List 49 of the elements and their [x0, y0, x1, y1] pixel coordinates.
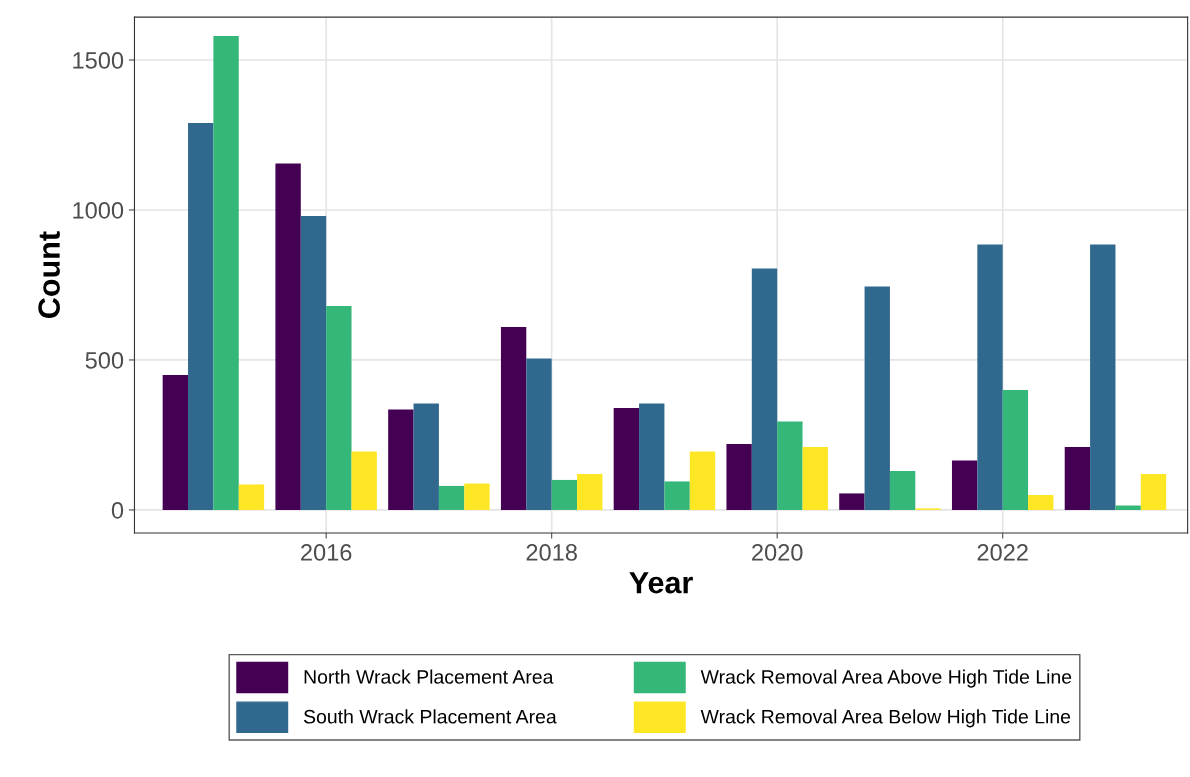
- x-tick-label: 2022: [977, 544, 1028, 561]
- y-tick-label: 0: [111, 501, 124, 519]
- bar: [188, 122, 214, 510]
- x-tick-label: 2018: [526, 544, 577, 561]
- x-tick-label: 2020: [752, 544, 803, 561]
- bar: [802, 446, 828, 510]
- bar: [388, 409, 414, 510]
- y-tick-label: 1500: [73, 52, 124, 69]
- x-tick-label: 2016: [301, 544, 352, 561]
- x-axis-title: Year: [629, 572, 693, 594]
- legend-label: North Wrack Placement Area: [304, 669, 554, 684]
- bar: [1090, 244, 1116, 510]
- bar: [839, 493, 865, 510]
- bar: [977, 244, 1003, 510]
- bar: [526, 358, 552, 510]
- bar: [777, 421, 803, 510]
- bar: [726, 443, 752, 510]
- bar: [238, 484, 265, 510]
- bar: [613, 407, 640, 510]
- bar: [162, 374, 189, 510]
- bar: [1064, 446, 1091, 510]
- bar: [213, 35, 239, 510]
- bar: [413, 403, 439, 510]
- bar: [500, 326, 527, 510]
- bar: [689, 451, 716, 510]
- legend-label: Wrack Removal Area Above High Tide Line: [700, 669, 1072, 688]
- bar: [664, 481, 690, 510]
- bar: [1140, 473, 1167, 510]
- y-tick-label: 500: [85, 352, 124, 369]
- y-tick-label: 1000: [73, 202, 124, 219]
- bar: [464, 483, 490, 510]
- bar: [639, 403, 665, 510]
- bar: [1002, 389, 1029, 510]
- bar: [864, 286, 890, 510]
- bar: [551, 479, 578, 510]
- bar: [300, 215, 327, 510]
- bar: [889, 470, 916, 510]
- bar: [1115, 505, 1141, 510]
- legend-label: South Wrack Placement Area: [303, 709, 557, 724]
- bar: [438, 485, 465, 510]
- bar: [751, 268, 778, 510]
- bar: [351, 451, 377, 510]
- bar: [951, 460, 978, 510]
- legend-label: Wrack Removal Area Below High Tide Line: [700, 709, 1071, 728]
- bar: [326, 305, 352, 510]
- y-axis-title: Count: [38, 231, 60, 318]
- bar: [1028, 494, 1054, 510]
- bar: [577, 473, 603, 510]
- bar: [275, 163, 301, 510]
